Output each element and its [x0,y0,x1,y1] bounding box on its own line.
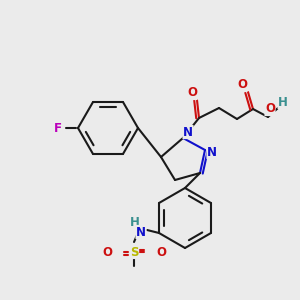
Text: N: N [183,125,193,139]
Text: O: O [265,103,275,116]
Text: N: N [136,226,146,238]
Text: S: S [130,245,138,259]
Text: F: F [54,122,62,134]
Text: O: O [237,79,247,92]
Text: H: H [130,217,140,230]
Text: N: N [207,146,217,158]
Text: O: O [102,245,112,259]
Text: O: O [187,86,197,100]
Text: O: O [156,245,166,259]
Text: H: H [278,95,288,109]
